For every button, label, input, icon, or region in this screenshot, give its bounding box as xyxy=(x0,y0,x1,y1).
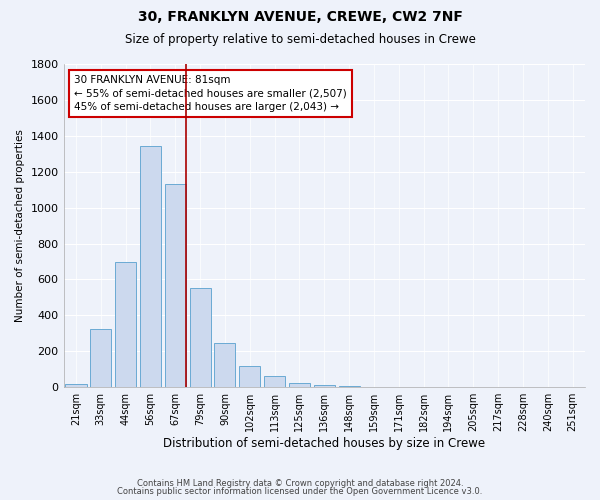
X-axis label: Distribution of semi-detached houses by size in Crewe: Distribution of semi-detached houses by … xyxy=(163,437,485,450)
Bar xyxy=(140,146,161,387)
Bar xyxy=(90,329,112,387)
Bar xyxy=(214,343,235,387)
Bar xyxy=(65,384,86,387)
Bar xyxy=(115,262,136,387)
Bar xyxy=(364,386,385,387)
Text: Contains public sector information licensed under the Open Government Licence v3: Contains public sector information licen… xyxy=(118,487,482,496)
Y-axis label: Number of semi-detached properties: Number of semi-detached properties xyxy=(15,129,25,322)
Bar xyxy=(165,184,186,387)
Bar xyxy=(289,382,310,387)
Text: Contains HM Land Registry data © Crown copyright and database right 2024.: Contains HM Land Registry data © Crown c… xyxy=(137,478,463,488)
Text: 30 FRANKLYN AVENUE: 81sqm
← 55% of semi-detached houses are smaller (2,507)
45% : 30 FRANKLYN AVENUE: 81sqm ← 55% of semi-… xyxy=(74,76,347,112)
Text: Size of property relative to semi-detached houses in Crewe: Size of property relative to semi-detach… xyxy=(125,32,475,46)
Bar xyxy=(562,386,583,387)
Bar xyxy=(338,386,359,387)
Bar xyxy=(190,288,211,387)
Text: 30, FRANKLYN AVENUE, CREWE, CW2 7NF: 30, FRANKLYN AVENUE, CREWE, CW2 7NF xyxy=(137,10,463,24)
Bar xyxy=(239,366,260,387)
Bar xyxy=(314,386,335,387)
Bar xyxy=(264,376,285,387)
